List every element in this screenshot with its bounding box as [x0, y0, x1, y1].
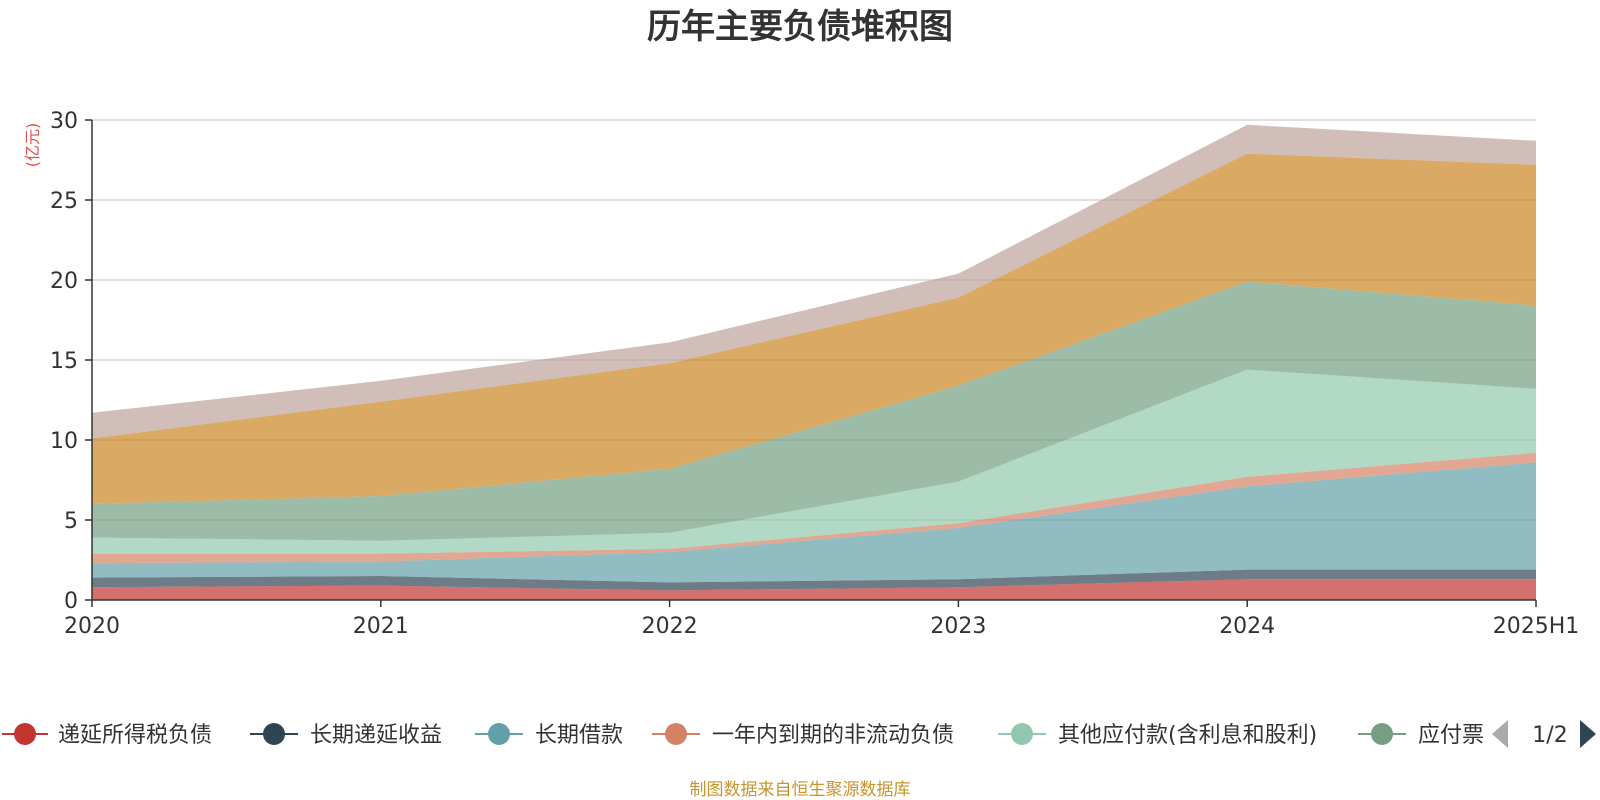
area-series-7 [92, 153, 1536, 504]
x-tick-label: 2021 [353, 614, 409, 639]
legend-label: 长期借款 [535, 723, 623, 748]
y-tick-label: 20 [50, 269, 78, 294]
triangle-right-icon[interactable] [1580, 720, 1596, 748]
x-tick-label: 2025H1 [1493, 614, 1580, 639]
area-series-3 [92, 462, 1536, 583]
legend-marker-icon [1011, 723, 1033, 745]
legend-page-indicator: 1/2 [1532, 723, 1567, 748]
x-tick-label: 2023 [930, 614, 986, 639]
y-tick-label: 30 [50, 109, 78, 134]
x-tick-labels: 2020 2021 2022 2023 2024 2025H1 [64, 614, 1579, 639]
legend-marker-icon [488, 723, 510, 745]
legend-label: 长期递延收益 [310, 723, 442, 748]
area-series-5 [92, 369, 1536, 554]
legend-label: 其他应付款(含利息和股利) [1058, 723, 1317, 748]
area-series-2 [92, 569, 1536, 591]
legend-marker-icon [14, 723, 36, 745]
x-tick-label: 2020 [64, 614, 120, 639]
y-tick-label: 10 [50, 429, 78, 454]
legend-item-2[interactable]: 长期递延收益 [250, 723, 442, 748]
axes [85, 119, 1537, 607]
area-series-8 [92, 124, 1536, 439]
y-tick-label: 5 [64, 509, 78, 534]
area-series [92, 124, 1536, 600]
y-axis-label: (亿元) [23, 123, 42, 168]
y-tick-label: 15 [50, 349, 78, 374]
y-tick-label: 25 [50, 189, 78, 214]
legend-item-5[interactable]: 其他应付款(含利息和股利) [998, 723, 1317, 748]
area-series-1 [92, 579, 1536, 600]
legend-marker-icon [1371, 723, 1393, 745]
legend-label: 递延所得税负债 [58, 723, 212, 748]
y-tick-label: 0 [64, 589, 78, 614]
legend-marker-icon [665, 723, 687, 745]
area-series-6 [92, 281, 1536, 541]
legend-item-1[interactable]: 递延所得税负债 [2, 723, 212, 748]
legend-item-4[interactable]: 一年内到期的非流动负债 [652, 723, 954, 748]
legend-label: 一年内到期的非流动负债 [712, 723, 954, 748]
legend-item-6[interactable]: 应付票 [1358, 723, 1484, 748]
triangle-left-icon[interactable] [1492, 720, 1508, 748]
chart-title: 历年主要负债堆积图 [647, 7, 953, 47]
legend-marker-icon [263, 723, 285, 745]
data-source-note: 制图数据来自恒生聚源数据库 [690, 780, 911, 800]
x-tick-label: 2022 [642, 614, 698, 639]
x-tick-label: 2024 [1219, 614, 1275, 639]
legend-item-3[interactable]: 长期借款 [475, 723, 623, 748]
y-tick-labels: 0 5 10 15 20 25 30 [50, 109, 78, 614]
legend-label: 应付票 [1418, 723, 1484, 748]
legend: 递延所得税负债 长期递延收益 长期借款 一年内到期的非流动负债 其他应付款(含利… [2, 712, 1600, 758]
